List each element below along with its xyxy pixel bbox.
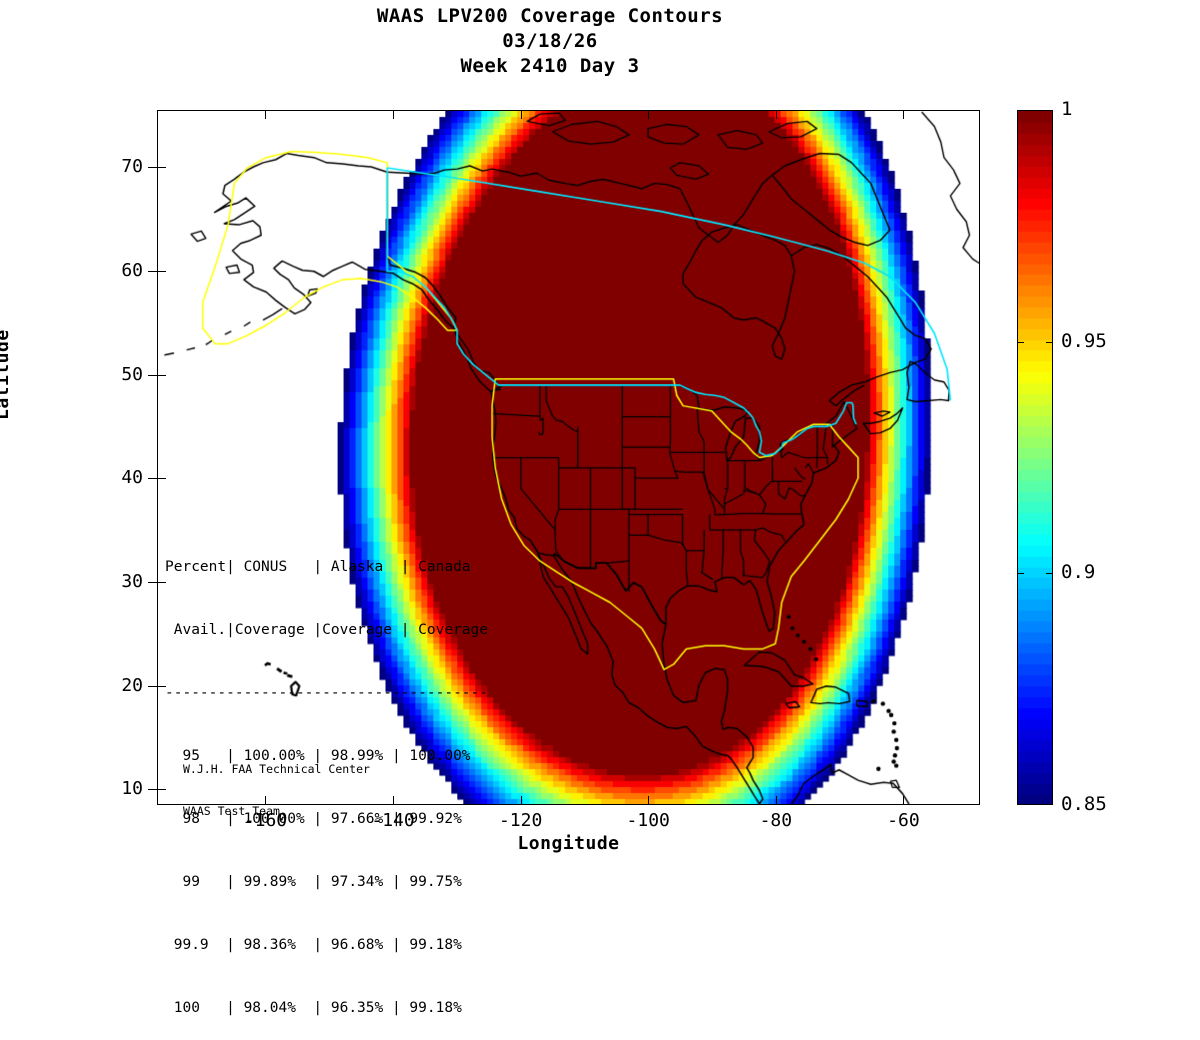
table-row: 100 | 98.04% | 96.35% | 99.18% <box>165 1000 462 1016</box>
latitude-tick-inner <box>157 685 166 687</box>
colorbar-tick-label: 0.85 <box>1061 793 1107 815</box>
colorbar-tick-label: 1 <box>1061 98 1073 120</box>
colorbar-tick <box>1017 341 1024 343</box>
coverage-contour-canvas <box>158 111 979 804</box>
stats-header-row-2: Avail.|Coverage |Coverage | Coverage <box>165 622 489 638</box>
colorbar-gradient <box>1017 110 1053 805</box>
longitude-tick-label: -80 <box>759 810 793 831</box>
longitude-tick-top <box>903 110 905 119</box>
longitude-tick <box>520 796 522 805</box>
colorbar-tick-label: 0.9 <box>1061 561 1096 584</box>
longitude-tick-top <box>265 110 267 119</box>
latitude-tick-label: 40 <box>121 467 143 489</box>
coverage-map-plot[interactable] <box>157 110 980 805</box>
longitude-axis-title: Longitude <box>517 833 620 854</box>
latitude-tick <box>148 581 157 583</box>
latitude-tick-inner <box>157 581 166 583</box>
latitude-tick-inner <box>157 478 166 480</box>
colorbar-tick <box>1046 573 1053 575</box>
latitude-tick-inner <box>157 270 166 272</box>
page-title: WAAS LPV200 Coverage Contours 03/18/26 W… <box>0 4 1100 79</box>
stats-header-row-1: Percent| CONUS | Alaska | Canada <box>165 559 471 575</box>
latitude-tick <box>148 685 157 687</box>
latitude-tick <box>148 478 157 480</box>
latitude-axis-title: Latitude <box>0 329 13 420</box>
colorbar-tick <box>1017 573 1024 575</box>
latitude-tick <box>148 167 157 169</box>
longitude-tick <box>903 796 905 805</box>
latitude-tick-inner <box>157 789 166 791</box>
latitude-tick-label: 30 <box>121 570 143 592</box>
longitude-tick-top <box>393 110 395 119</box>
latitude-tick <box>148 270 157 272</box>
table-row: 95 | 100.00% | 98.99% | 100.00% <box>165 748 471 764</box>
table-row: 99 | 99.89% | 97.34% | 99.75% <box>165 874 462 890</box>
latitude-tick <box>148 374 157 376</box>
colorbar-tick <box>1046 341 1053 343</box>
title-line-1: WAAS LPV200 Coverage Contours <box>376 5 724 27</box>
credit-line-2: WAAS Test Team <box>183 804 280 818</box>
title-line-2-date: 03/18/26 <box>502 30 598 52</box>
longitude-tick <box>393 796 395 805</box>
longitude-tick <box>648 796 650 805</box>
table-row: 98 | 100.00% | 97.66% | 99.92% <box>165 811 462 827</box>
latitude-tick-label: 60 <box>121 259 143 281</box>
table-row: 99.9 | 98.36% | 96.68% | 99.18% <box>165 937 462 953</box>
title-line-3-week-day: Week 2410 Day 3 <box>460 55 640 77</box>
latitude-tick-label: 20 <box>121 674 143 696</box>
longitude-tick-top <box>775 110 777 119</box>
latitude-tick-inner <box>157 374 166 376</box>
longitude-tick-label: -120 <box>498 810 543 831</box>
stats-separator: ------------------------------------- <box>165 685 489 701</box>
latitude-tick <box>148 789 157 791</box>
longitude-tick-label: -160 <box>243 810 288 831</box>
credit-line-1: W.J.H. FAA Technical Center <box>183 762 370 776</box>
longitude-tick-label: -60 <box>887 810 920 831</box>
longitude-tick-top <box>648 110 650 119</box>
latitude-tick-inner <box>157 167 166 169</box>
longitude-tick-label: -140 <box>371 810 415 831</box>
longitude-tick-label: -100 <box>626 810 670 831</box>
longitude-tick-top <box>520 110 522 119</box>
latitude-tick-label: 70 <box>121 156 143 178</box>
latitude-tick-label: 10 <box>121 778 143 800</box>
colorbar-tick-label: 0.95 <box>1061 329 1107 352</box>
colorbar[interactable] <box>1017 110 1053 805</box>
credit-text: W.J.H. FAA Technical Center WAAS Test Te… <box>183 734 370 832</box>
latitude-tick-label: 50 <box>121 363 143 385</box>
longitude-tick <box>265 796 267 805</box>
longitude-tick <box>775 796 777 805</box>
